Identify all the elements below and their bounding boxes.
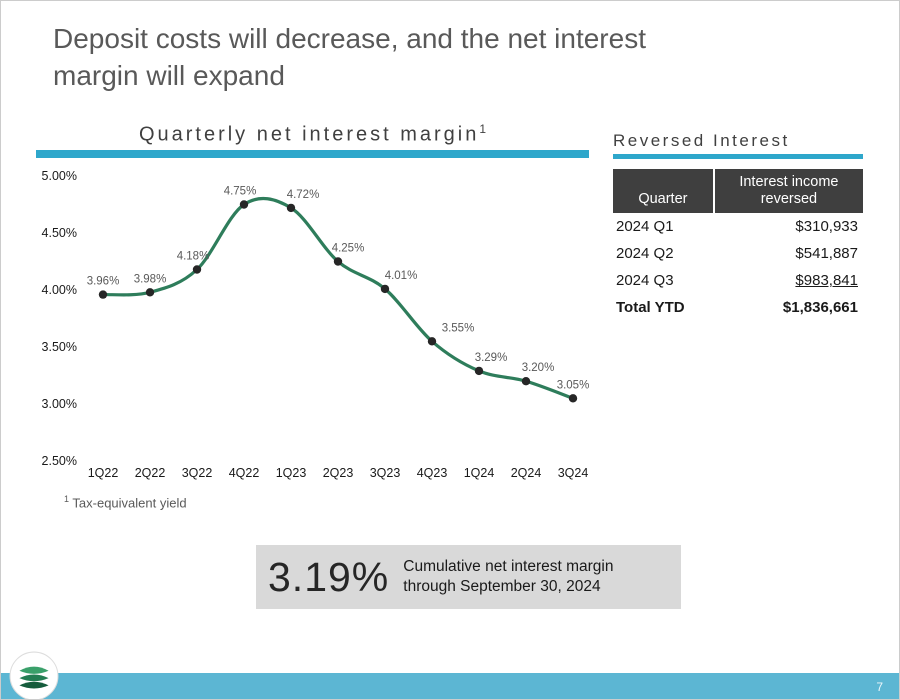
chart-title-underline-bar (36, 150, 589, 158)
table-row: 2024 Q1 $310,933 (613, 213, 863, 240)
svg-text:3Q23: 3Q23 (370, 466, 401, 480)
row-amount: $541,887 (795, 245, 858, 263)
svg-text:5.00%: 5.00% (42, 169, 77, 183)
svg-text:4.25%: 4.25% (332, 243, 365, 255)
row-quarter: 2024 Q3 (616, 272, 674, 290)
reversed-interest-underline-bar (613, 154, 863, 159)
row-quarter: 2024 Q1 (616, 218, 674, 236)
reversed-interest-title: Reversed Interest (613, 131, 790, 150)
header-interest-income-reversed: Interest income reversed (713, 169, 863, 214)
table-row: 2024 Q2 $541,887 (613, 240, 863, 267)
svg-text:1Q23: 1Q23 (276, 466, 307, 480)
svg-text:3.98%: 3.98% (134, 273, 167, 285)
svg-text:3.00%: 3.00% (42, 397, 77, 411)
svg-text:4Q22: 4Q22 (229, 466, 260, 480)
svg-text:2Q23: 2Q23 (323, 466, 354, 480)
total-amount: $1,836,661 (782, 299, 858, 317)
svg-text:3.20%: 3.20% (522, 362, 555, 374)
footer-band (1, 673, 899, 699)
svg-text:3.50%: 3.50% (42, 340, 77, 354)
chart-title: Quarterly net interest margin1 (36, 122, 589, 147)
table-header-row: Quarter Interest income reversed (613, 169, 863, 214)
cumulative-margin-callout: 3.19% Cumulative net interest margin thr… (256, 545, 681, 609)
net-interest-margin-line-chart: 5.00% 4.50% 4.00% 3.50% 3.00% 2.50% 1Q22 2Q22 3Q… (42, 169, 590, 480)
header-quarter: Quarter (613, 169, 715, 214)
svg-text:2Q24: 2Q24 (511, 466, 542, 480)
svg-text:3.55%: 3.55% (442, 322, 475, 334)
svg-text:4.75%: 4.75% (224, 186, 257, 198)
table-total-row: Total YTD $1,836,661 (613, 294, 863, 321)
svg-text:2Q22: 2Q22 (135, 466, 166, 480)
svg-text:4.18%: 4.18% (177, 251, 210, 263)
svg-text:3.29%: 3.29% (475, 352, 508, 364)
svg-text:3.96%: 3.96% (87, 276, 120, 288)
chart-title-text: Quarterly net interest margin (138, 123, 480, 146)
svg-text:3Q22: 3Q22 (182, 466, 213, 480)
svg-text:4.01%: 4.01% (385, 270, 418, 282)
chart-footnote: 1 Tax-equivalent yield (64, 494, 187, 510)
svg-text:3.05%: 3.05% (557, 379, 590, 391)
footnote-superscript: 1 (64, 494, 70, 504)
svg-text:1Q22: 1Q22 (88, 466, 119, 480)
svg-text:1Q24: 1Q24 (464, 466, 495, 480)
stacked-layers-logo-icon (9, 651, 59, 699)
total-label: Total YTD (616, 299, 685, 317)
cumulative-margin-value: 3.19% (268, 553, 390, 600)
row-amount: $310,933 (795, 218, 858, 236)
row-amount: $983,841 (795, 272, 858, 290)
reversed-interest-table: Quarter Interest income reversed 2024 Q1… (613, 169, 863, 321)
table-row: 2024 Q3 $983,841 (613, 267, 863, 294)
row-quarter: 2024 Q2 (616, 245, 674, 263)
footnote-text: Tax-equivalent yield (72, 495, 187, 511)
svg-text:4.00%: 4.00% (42, 283, 77, 297)
slide-title-line2: margin will expand (53, 59, 285, 91)
svg-text:4Q23: 4Q23 (417, 466, 448, 480)
slide-title-line1: Deposit costs will decrease, and the net… (53, 23, 646, 54)
svg-text:4.72%: 4.72% (287, 189, 320, 201)
svg-text:4.50%: 4.50% (42, 226, 77, 240)
svg-text:3Q24: 3Q24 (558, 466, 589, 480)
chart-title-superscript: 1 (479, 122, 487, 136)
cumulative-margin-description: Cumulative net interest margin through S… (403, 558, 614, 595)
svg-text:2.50%: 2.50% (42, 454, 77, 468)
slide-title: Deposit costs will decrease, and the net… (53, 21, 853, 95)
page-number: 7 (876, 680, 883, 694)
